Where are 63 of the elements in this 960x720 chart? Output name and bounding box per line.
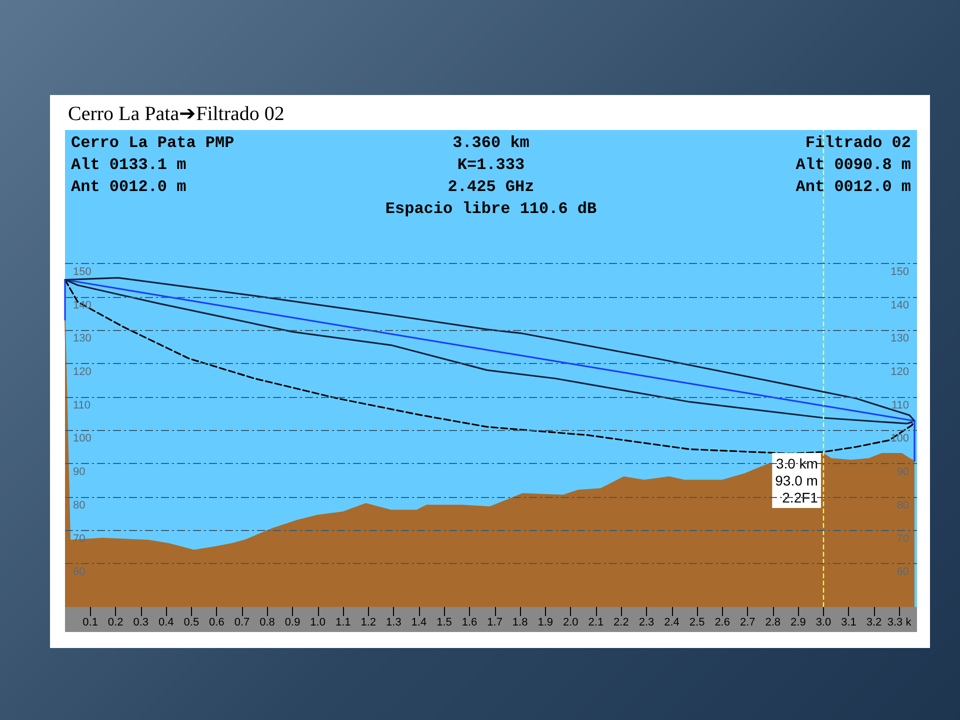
y2-tick-label: 150 xyxy=(890,266,909,278)
x-tick-label: 1.3 xyxy=(386,616,402,628)
x-tick-label: 1.8 xyxy=(512,616,528,628)
x-tick-label: 1.4 xyxy=(411,616,427,628)
x-tick-label: 2.6 xyxy=(714,616,730,628)
y2-tick-label: 100 xyxy=(890,432,909,445)
x-tick-label: 0.5 xyxy=(184,616,200,628)
y-tick-label: 80 xyxy=(73,499,86,512)
annotation: Filtrado 02 xyxy=(805,134,911,152)
y-tick-label: 110 xyxy=(73,399,91,412)
x-tick-label: 0.2 xyxy=(108,616,124,628)
annotation: Ant 0012.0 m xyxy=(71,178,187,196)
x-tick-label: 0.1 xyxy=(82,616,98,628)
annotation: K=1.333 xyxy=(457,156,525,174)
y2-tick-label: 130 xyxy=(890,332,909,345)
x-tick-label: 0.9 xyxy=(284,616,300,628)
y-tick-label: 120 xyxy=(73,366,92,378)
annotation: Alt 0133.1 m xyxy=(71,156,187,174)
x-tick-label: 2.7 xyxy=(740,616,756,628)
annotation: 3.360 km xyxy=(452,134,530,152)
x-tick-label: 0.3 xyxy=(133,616,148,628)
x-tick-label: 2.8 xyxy=(765,616,781,628)
y2-tick-label: 110 xyxy=(891,399,909,412)
x-tick-label: 2.1 xyxy=(588,616,604,628)
x-tick-label: 0.8 xyxy=(260,616,275,628)
x-tick-label: 1.9 xyxy=(538,616,554,628)
y-tick-label: 60 xyxy=(73,566,86,578)
x-tick-label: 0.7 xyxy=(234,616,250,628)
x-tick-label: 2.2 xyxy=(614,616,629,628)
x-tick-label: 2.9 xyxy=(790,616,806,628)
x-tick-label: 0.6 xyxy=(209,616,224,628)
y2-tick-label: 120 xyxy=(890,366,909,378)
y-tick-label: 90 xyxy=(73,466,86,478)
y2-tick-label: 70 xyxy=(896,532,909,545)
text: 2.0 xyxy=(562,616,578,628)
x-tick-label: 1.6 xyxy=(462,616,478,628)
x-tick-label: 0.4 xyxy=(158,616,174,628)
text: 1.0 xyxy=(310,616,326,628)
annotation: Alt 0090.8 m xyxy=(796,156,912,174)
y2-tick-label: 80 xyxy=(896,499,909,512)
y-tick-label: 100 xyxy=(73,432,92,445)
text: 3.0 xyxy=(816,616,832,628)
annotation: Ant 0012.0 m xyxy=(796,178,912,196)
x-tick-label: 2.5 xyxy=(689,616,705,628)
chart-title: Cerro La Pata➔Filtrado 02 xyxy=(68,103,284,125)
x-tick-label: 3.3 k xyxy=(887,616,912,628)
y2-tick-label: 140 xyxy=(890,299,909,312)
x-tick-label: 1.5 xyxy=(436,616,452,628)
y2-tick-label: 90 xyxy=(896,466,909,478)
annotation: Espacio libre 110.6 dB xyxy=(385,200,598,218)
x-tick-label: 2.4 xyxy=(664,616,680,628)
annotation: Cerro La Pata PMP xyxy=(71,134,234,152)
y-tick-label: 150 xyxy=(73,266,92,278)
x-tick-label: 1.7 xyxy=(487,616,502,628)
x-tick-label: 3.1 xyxy=(841,616,856,628)
y-tick-label: 130 xyxy=(73,332,92,345)
x-tick-label: 3.2 xyxy=(866,616,882,628)
annotation: 2.425 GHz xyxy=(448,178,534,196)
y-tick-label: 70 xyxy=(73,532,86,545)
x-tick-label: 1.1 xyxy=(335,616,351,628)
x-tick-label: 1.2 xyxy=(360,616,376,628)
x-tick-label: 2.3 xyxy=(638,616,654,628)
y2-tick-label: 60 xyxy=(896,566,909,578)
